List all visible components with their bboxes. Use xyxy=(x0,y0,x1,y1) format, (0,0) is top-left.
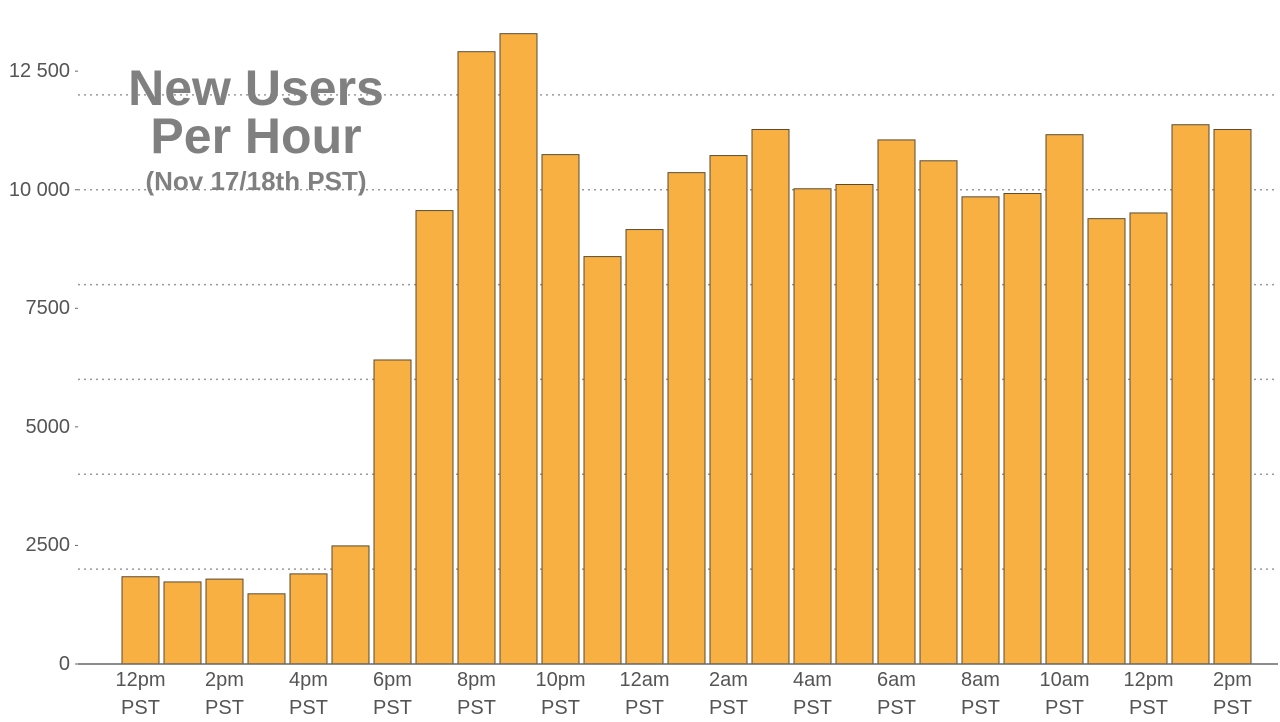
x-tick-label: 10am PST xyxy=(1039,669,1090,719)
y-tick-label: 7500 xyxy=(25,297,71,320)
bar xyxy=(919,160,958,665)
bar xyxy=(457,51,496,665)
bar xyxy=(541,154,580,665)
y-tick-label: 12 500 xyxy=(8,60,70,83)
bar xyxy=(877,139,916,665)
bar xyxy=(1171,124,1210,665)
bar xyxy=(1003,193,1042,665)
bar xyxy=(373,359,412,665)
bar xyxy=(1213,128,1252,665)
bar xyxy=(961,196,1000,665)
bar xyxy=(499,33,538,665)
bar xyxy=(289,573,328,665)
bar xyxy=(415,210,454,665)
x-tick-label: 4pm PST xyxy=(289,669,328,719)
bar xyxy=(709,155,748,665)
bar xyxy=(667,172,706,665)
chart-title: New Users Per Hour xyxy=(128,60,384,164)
bar xyxy=(751,128,790,665)
x-tick-label: 8am PST xyxy=(961,669,1000,719)
bar xyxy=(625,229,664,665)
bar xyxy=(1045,134,1084,665)
bar xyxy=(835,183,874,665)
x-tick-label: 2pm PST xyxy=(1213,669,1252,719)
bar xyxy=(163,581,202,665)
x-tick-label: 12am PST xyxy=(619,669,670,719)
bar xyxy=(331,545,370,665)
chart-subtitle: (Nov 17/18th PST) xyxy=(145,166,367,196)
bar xyxy=(205,578,244,665)
x-tick-label: 6am PST xyxy=(877,669,916,719)
x-tick-label: 4am PST xyxy=(793,669,832,719)
x-tick-label: 10pm PST xyxy=(535,669,586,719)
y-tick-label: 5000 xyxy=(25,415,71,438)
x-tick-label: 8pm PST xyxy=(457,669,496,719)
x-tick-label: 12pm PST xyxy=(115,669,166,719)
x-tick-label: 2pm PST xyxy=(205,669,244,719)
y-tick-label: 10 000 xyxy=(8,178,70,201)
bar xyxy=(583,256,622,665)
bar xyxy=(121,576,160,665)
bar xyxy=(247,593,286,665)
x-tick-label: 12pm PST xyxy=(1123,669,1174,719)
y-tick-label: 0 xyxy=(58,653,70,675)
x-tick-label: 2am PST xyxy=(709,669,748,719)
x-tick-label: 6pm PST xyxy=(373,669,412,719)
bar xyxy=(1129,212,1168,665)
bar xyxy=(1087,218,1126,665)
y-tick-label: 2500 xyxy=(25,534,71,557)
bar xyxy=(793,188,832,665)
